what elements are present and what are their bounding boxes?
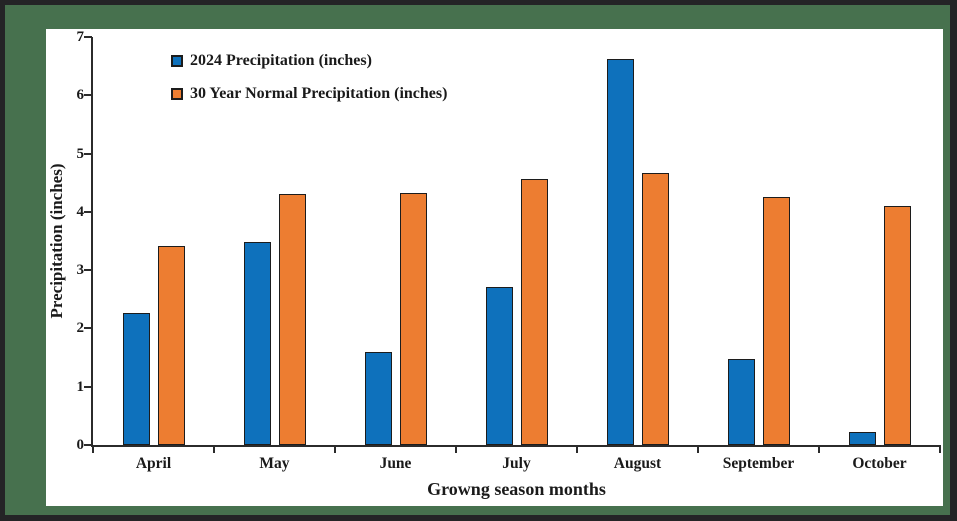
- bar-2024-july: [485, 286, 513, 445]
- bar-2024-june: [364, 352, 392, 445]
- legend-label-2024: 2024 Precipitation (inches): [190, 52, 372, 69]
- bar-normal-september: [762, 197, 790, 445]
- x-axis-tick: [818, 445, 820, 453]
- y-axis-tick: [84, 210, 92, 213]
- y-axis-tick: [84, 36, 92, 38]
- y-axis-tick: [84, 269, 92, 272]
- bar-normal-august: [641, 172, 669, 445]
- x-axis-category-label-october: October: [852, 455, 907, 472]
- x-axis-tick: [939, 445, 941, 453]
- bar-2024-august: [606, 59, 634, 445]
- x-axis-tick: [334, 445, 336, 453]
- y-axis-line: [91, 37, 93, 447]
- x-axis-category-label-june: June: [379, 455, 412, 472]
- x-axis-category-label-september: September: [722, 455, 795, 472]
- y-axis-tick-label-4: 4: [76, 203, 85, 220]
- y-axis-tick-label-3: 3: [76, 262, 85, 279]
- bar-normal-may: [278, 194, 306, 445]
- x-axis-tick: [455, 445, 457, 453]
- x-axis-category-label-may: May: [259, 455, 290, 472]
- bar-2024-october: [848, 432, 876, 445]
- legend-item-normal: 30 Year Normal Precipitation (inches): [171, 84, 447, 104]
- x-axis-title: Growng season months: [427, 479, 606, 499]
- legend-label-normal: 30 Year Normal Precipitation (inches): [190, 85, 448, 102]
- bar-normal-october: [883, 206, 911, 445]
- y-axis-tick: [84, 152, 92, 155]
- x-axis-category-label-july: July: [502, 455, 531, 472]
- bar-normal-april: [157, 246, 185, 445]
- y-axis-tick-label-5: 5: [76, 145, 85, 162]
- y-axis-tick-label-7: 7: [76, 29, 85, 45]
- y-axis-tick: [84, 327, 92, 330]
- x-axis-tick: [213, 445, 215, 453]
- bar-2024-may: [243, 242, 271, 445]
- legend: 2024 Precipitation (inches) 30 Year Norm…: [171, 51, 447, 104]
- x-axis-tick: [697, 445, 699, 453]
- y-axis-tick-label-1: 1: [76, 378, 85, 395]
- y-axis-tick: [84, 385, 92, 388]
- x-axis-category-label-april: April: [135, 455, 172, 472]
- y-axis-tick-label-0: 0: [76, 437, 85, 453]
- chart-panel: Precipitation (inches) Growng season mon…: [46, 29, 943, 506]
- x-axis-tick: [576, 445, 578, 453]
- y-axis-tick-label-2: 2: [76, 320, 85, 337]
- y-axis-tick-label-6: 6: [76, 87, 85, 104]
- legend-item-2024: 2024 Precipitation (inches): [171, 51, 447, 71]
- y-axis-title: Precipitation (inches): [47, 163, 66, 319]
- legend-swatch-2024-icon: [171, 55, 183, 67]
- x-axis-category-label-august: August: [613, 455, 662, 472]
- bar-normal-june: [399, 193, 427, 445]
- bar-normal-july: [520, 178, 548, 445]
- y-axis-tick: [84, 444, 92, 446]
- bar-2024-september: [727, 359, 755, 445]
- y-axis-tick: [84, 94, 92, 97]
- x-axis-line: [91, 445, 940, 447]
- legend-swatch-normal-icon: [171, 88, 183, 100]
- bar-2024-april: [122, 312, 150, 445]
- x-axis-tick: [92, 445, 94, 453]
